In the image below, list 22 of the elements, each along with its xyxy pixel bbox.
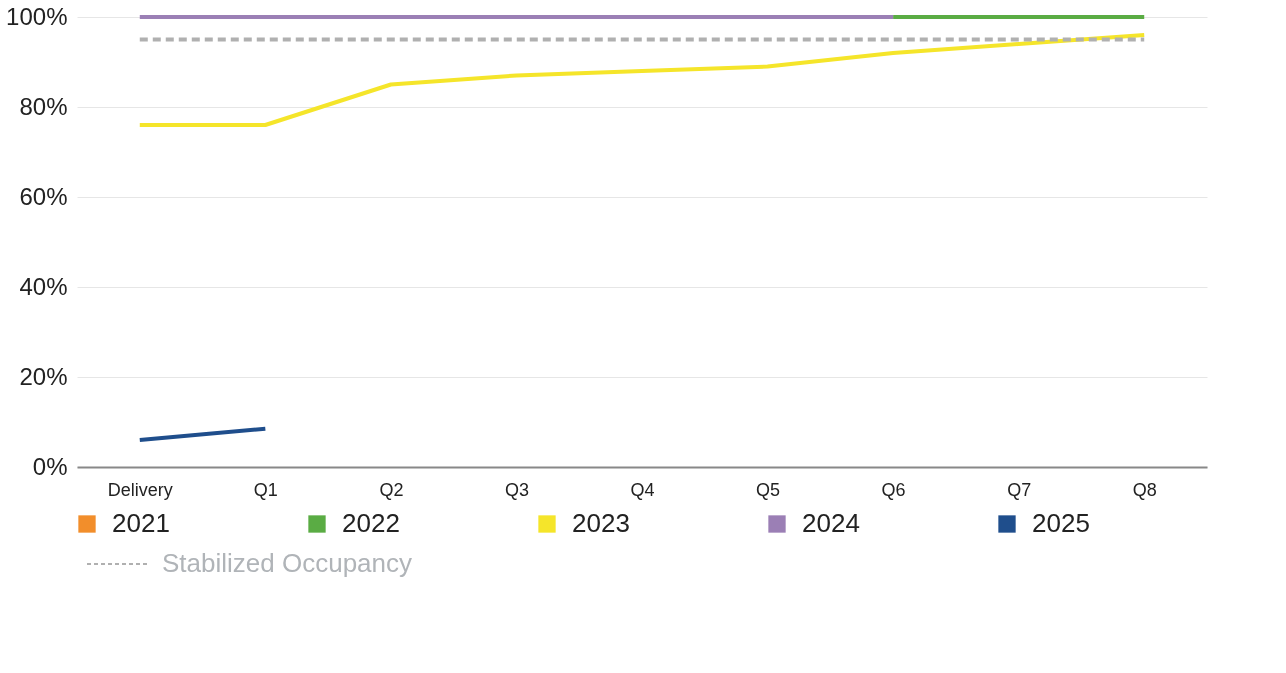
x-tick-label: Q7 [1007,479,1032,500]
y-tick-label: 20% [19,362,68,390]
line-series [137,33,1147,127]
x-tick-label: Q1 [253,479,278,500]
x-tick-label: Delivery [107,479,173,500]
x-tick-label: Q4 [630,479,655,500]
x-tick-label: Q2 [379,479,404,500]
y-tick-label: 60% [19,182,68,210]
x-tick-label: Q5 [756,479,781,500]
y-tick-label: 40% [19,272,68,300]
y-tick-label: 0% [32,452,68,480]
legend-label: 2025 [1032,508,1090,538]
y-tick-label: 100% [6,2,68,30]
legend-label: 2023 [572,508,630,538]
x-tick-label: Q8 [1132,479,1157,500]
legend-label: 2024 [802,508,860,538]
y-tick-label: 80% [19,92,68,120]
legend-label: 2021 [112,508,170,538]
legend-label: Stabilized Occupancy [162,548,413,578]
legend-label: 2022 [342,508,400,538]
x-tick-label: Q3 [504,479,529,500]
x-tick-label: Q6 [881,479,906,500]
